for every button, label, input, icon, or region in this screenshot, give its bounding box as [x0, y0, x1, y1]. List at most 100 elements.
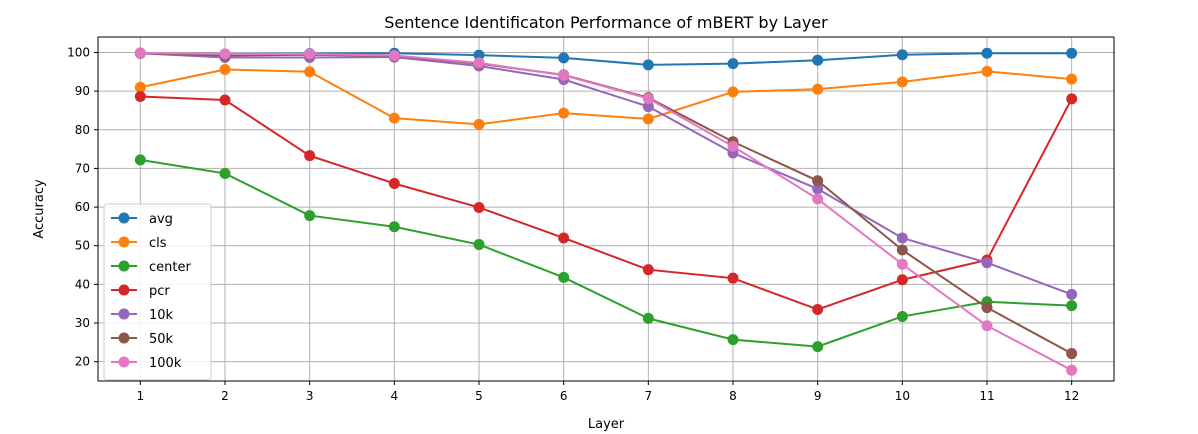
data-point-10k [642, 101, 654, 113]
data-point-cls [727, 86, 739, 98]
data-point-center [812, 341, 824, 353]
data-point-pcr [642, 264, 654, 276]
series-line-50k [140, 52, 1073, 355]
data-point-10k [896, 232, 908, 244]
x-tick-label: 1 [137, 389, 145, 403]
data-point-cls [473, 118, 485, 130]
legend-item-10k: 10k [111, 308, 174, 323]
series-line-center [140, 158, 1072, 348]
data-point-50k [981, 302, 993, 314]
series-avg [134, 47, 1078, 71]
data-point-10k [981, 257, 993, 269]
legend-marker [118, 260, 130, 272]
series-line-100k [140, 51, 1073, 372]
data-point-center [558, 271, 570, 283]
data-point-center [219, 167, 231, 179]
series-cls [134, 63, 1078, 130]
data-point-100k [473, 57, 485, 69]
legend-label: center [149, 260, 191, 275]
data-point-100k [219, 48, 231, 60]
data-point-cls [134, 81, 146, 93]
data-point-pcr [812, 303, 824, 315]
series-center [134, 154, 1078, 353]
data-point-avg [473, 49, 485, 61]
data-point-100k [558, 69, 570, 81]
chart-title: Sentence Identificaton Performance of mB… [384, 13, 828, 32]
legend-item-100k: 100k [111, 356, 182, 371]
y-tick-label: 30 [75, 316, 90, 330]
series-pcr [134, 91, 1078, 315]
y-tick-label: 80 [75, 123, 90, 137]
data-point-cls [981, 65, 993, 77]
legend-marker [118, 212, 130, 224]
series-group [134, 47, 1078, 376]
data-point-cls [1066, 73, 1078, 85]
x-tick-label: 10 [895, 389, 910, 403]
x-axis: 1 2 3 4 5 6 7 8 9 10 11 12 [137, 381, 1079, 403]
legend-label: 10k [149, 308, 174, 323]
series-line-cls [140, 68, 1072, 126]
data-point-100k [812, 193, 824, 205]
data-point-pcr [558, 232, 570, 244]
legend-label: 100k [149, 356, 182, 371]
x-tick-label: 2 [221, 389, 229, 403]
legend: avg cls center pcr 10k 50k 100k [103, 203, 212, 381]
data-point-pcr [896, 274, 908, 286]
data-point-cls [558, 107, 570, 119]
y-tick-label: 40 [75, 277, 90, 291]
legend-label: avg [149, 212, 173, 227]
x-tick-label: 7 [645, 389, 653, 403]
data-point-100k [304, 48, 316, 60]
x-tick-label: 4 [391, 389, 399, 403]
x-tick-label: 3 [306, 389, 314, 403]
data-point-100k [134, 47, 146, 59]
data-point-cls [388, 112, 400, 124]
data-point-pcr [727, 272, 739, 284]
data-point-100k [642, 92, 654, 104]
data-point-center [388, 221, 400, 233]
legend-item-pcr: pcr [111, 284, 170, 299]
grid [98, 37, 1114, 381]
data-point-cls [304, 66, 316, 78]
plot-area [97, 36, 1115, 382]
legend-label: 50k [149, 332, 174, 347]
data-point-center [473, 239, 485, 251]
legend-item-avg: avg [111, 212, 173, 227]
legend-marker [118, 332, 130, 344]
data-point-100k [1066, 364, 1078, 376]
legend-marker [118, 236, 130, 248]
data-point-center [1066, 300, 1078, 312]
data-point-avg [727, 58, 739, 70]
data-point-100k [896, 258, 908, 270]
data-point-cls [219, 63, 231, 75]
data-point-cls [812, 83, 824, 95]
data-point-50k [1066, 348, 1078, 360]
data-point-10k [1066, 288, 1078, 300]
data-point-pcr [473, 201, 485, 213]
legend-box [103, 203, 212, 381]
data-point-cls [642, 113, 654, 125]
y-axis-label: Accuracy [32, 179, 47, 239]
data-point-pcr [388, 177, 400, 189]
data-point-center [134, 154, 146, 166]
legend-item-50k: 50k [111, 332, 174, 347]
legend-item-cls: cls [111, 236, 167, 251]
data-point-avg [981, 47, 993, 59]
data-point-50k [812, 175, 824, 187]
y-tick-label: 100 [67, 45, 90, 59]
x-tick-label: 12 [1064, 389, 1079, 403]
x-tick-label: 6 [560, 389, 568, 403]
data-point-100k [981, 320, 993, 332]
data-point-avg [896, 49, 908, 61]
y-tick-label: 90 [75, 84, 90, 98]
legend-label: pcr [149, 284, 170, 299]
legend-marker [118, 356, 130, 368]
data-point-center [727, 334, 739, 346]
data-point-pcr [219, 94, 231, 106]
legend-label: cls [149, 236, 167, 251]
data-point-10k [812, 183, 824, 195]
x-tick-label: 8 [729, 389, 737, 403]
y-tick-label: 50 [75, 239, 90, 253]
data-point-center [642, 312, 654, 324]
